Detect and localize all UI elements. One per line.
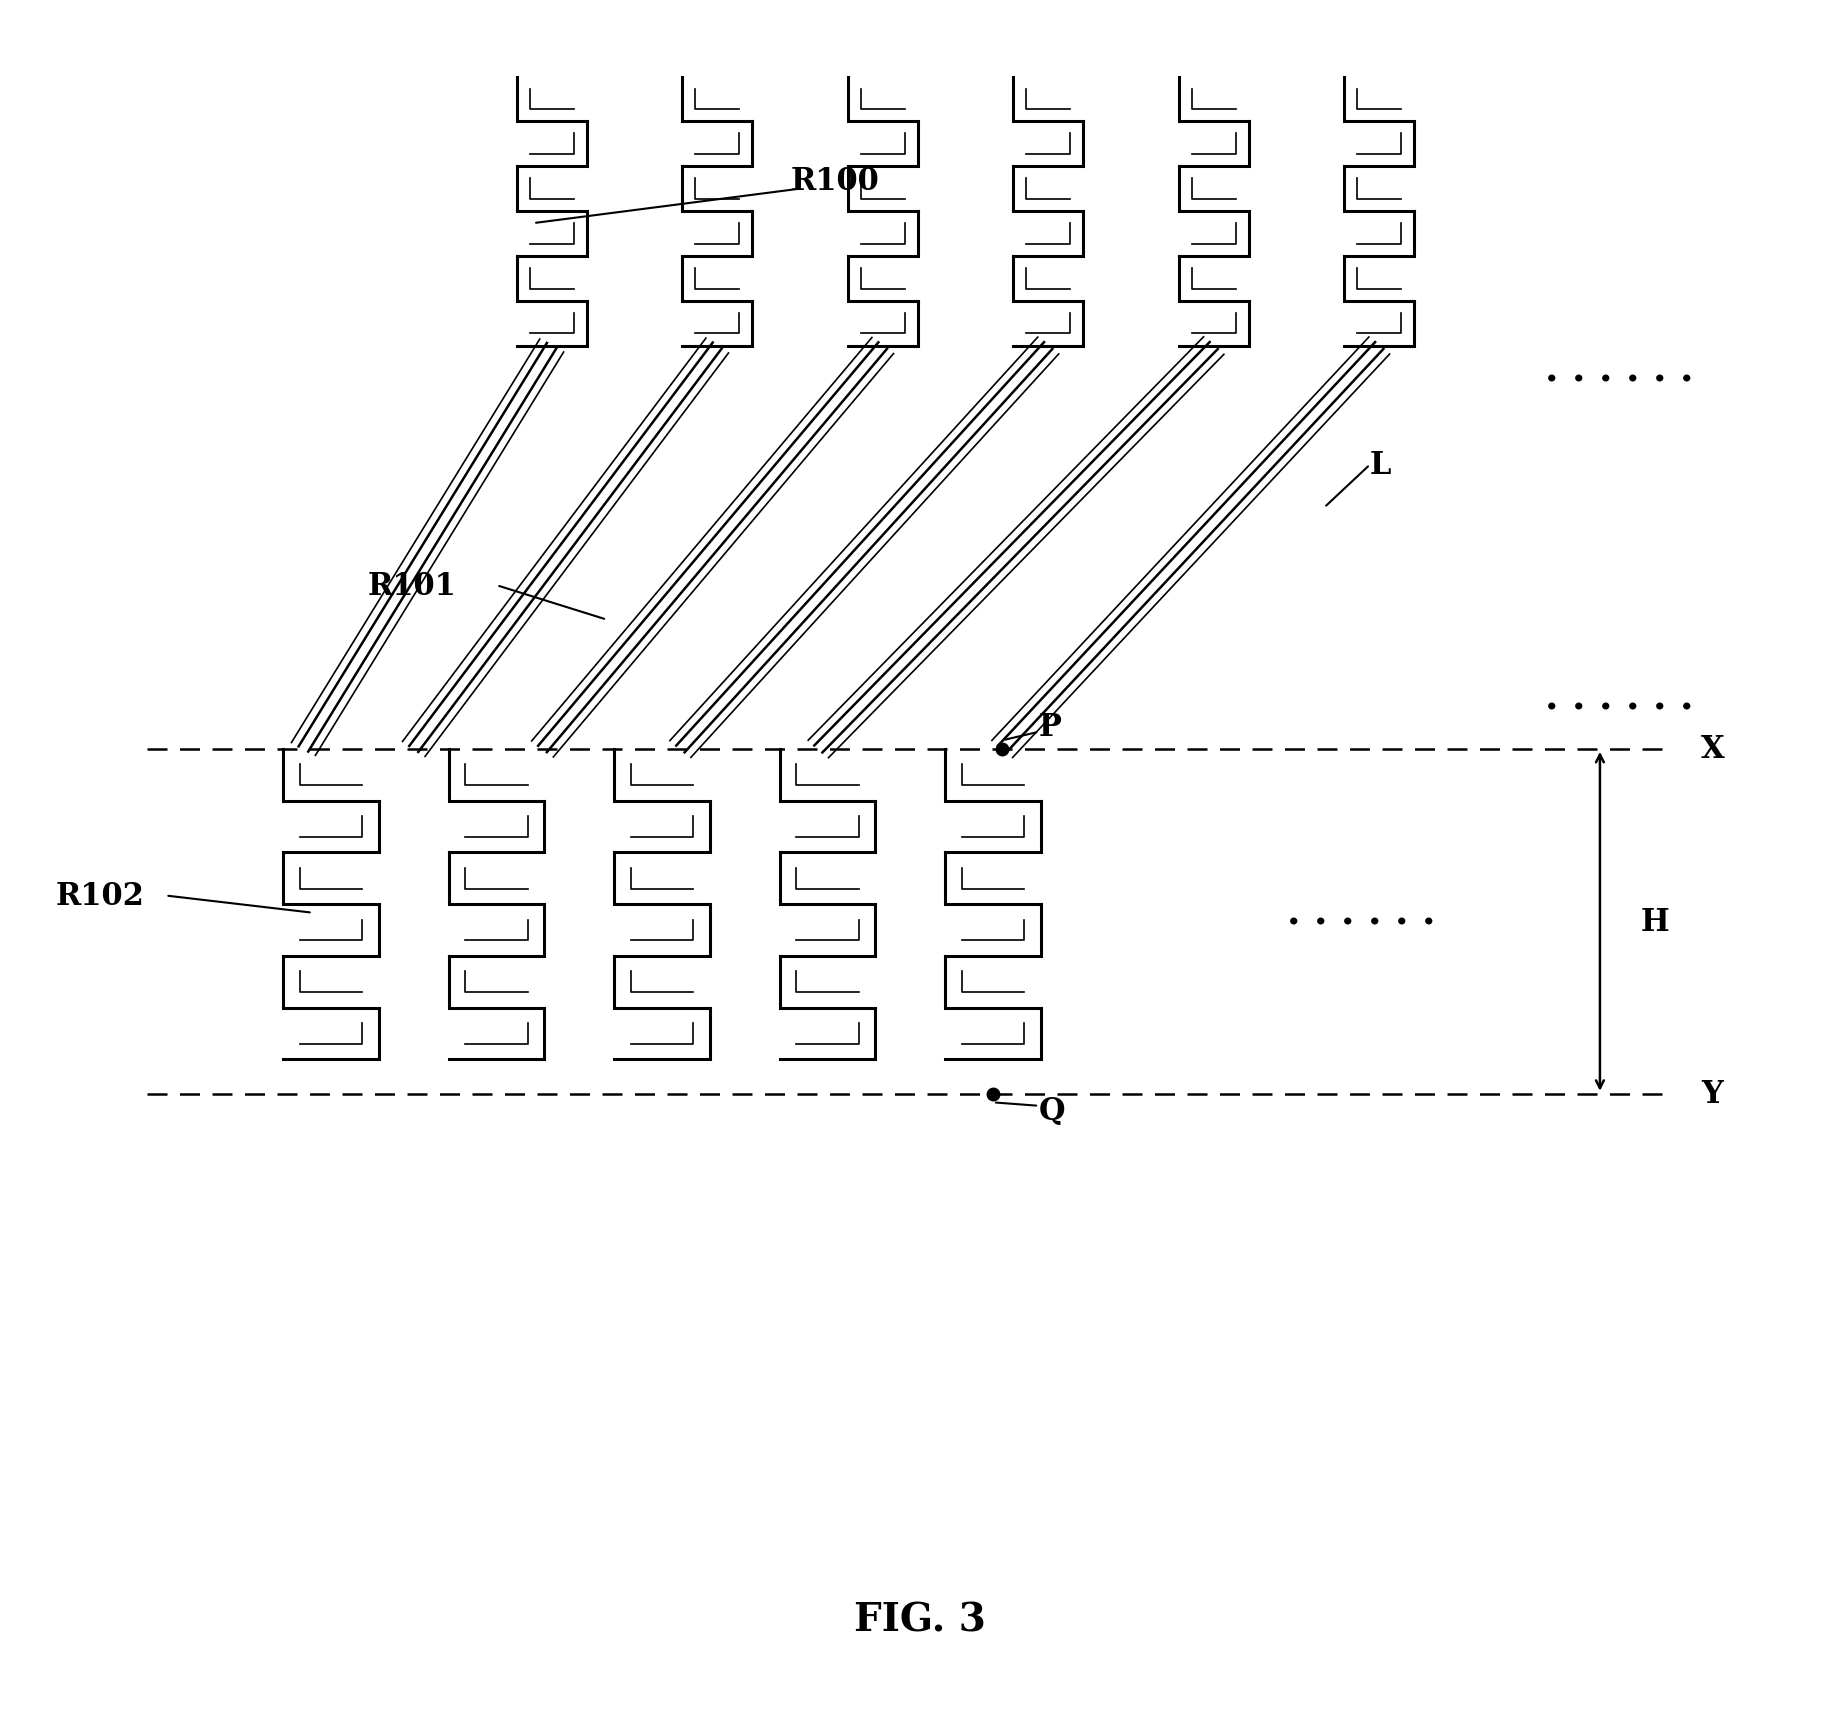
Text: Q: Q	[1039, 1096, 1065, 1127]
Text: R101: R101	[368, 570, 456, 601]
Text: H: H	[1640, 906, 1670, 937]
Text: . . . . . .: . . . . . .	[1287, 894, 1436, 932]
Text: X: X	[1701, 734, 1725, 765]
Text: R102: R102	[55, 880, 143, 911]
Text: Y: Y	[1701, 1079, 1723, 1110]
Text: FIG. 3: FIG. 3	[853, 1601, 986, 1639]
Text: . . . . . .: . . . . . .	[1545, 679, 1694, 717]
Text: L: L	[1370, 450, 1392, 481]
Text: P: P	[1039, 712, 1061, 743]
Text: . . . . . .: . . . . . .	[1545, 351, 1694, 389]
Text: R100: R100	[791, 165, 879, 196]
